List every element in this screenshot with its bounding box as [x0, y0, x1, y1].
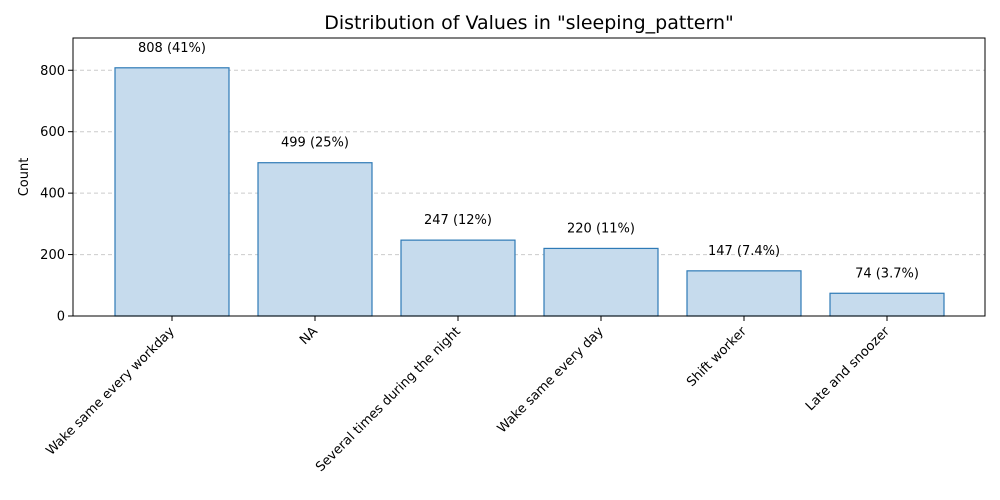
y-tick-label-1: 200 — [40, 248, 65, 263]
y-tick-label-0: 0 — [57, 310, 65, 325]
axis-layer — [68, 37, 986, 321]
x-tick-label-5: Late and snoozer — [803, 324, 893, 414]
data-label-5: 74 (3.7%) — [855, 266, 919, 281]
y-tick-label-3: 600 — [40, 125, 65, 140]
bar-2 — [400, 239, 516, 317]
chart-title: Distribution of Values in "sleeping_patt… — [324, 12, 734, 34]
bar-4 — [686, 270, 802, 317]
x-tick-label-4: Shift worker — [684, 324, 750, 390]
data-label-1: 499 (25%) — [281, 136, 349, 151]
data-label-3: 220 (11%) — [567, 221, 635, 236]
bar-0 — [114, 67, 230, 317]
data-label-0: 808 (41%) — [138, 41, 206, 56]
plot-frame — [72, 37, 986, 317]
y-axis-label: Count — [17, 158, 32, 197]
bar-3 — [543, 247, 659, 317]
x-tick-label-1: NA — [297, 324, 321, 348]
data-label-4: 147 (7.4%) — [708, 244, 780, 259]
y-tick-label-2: 400 — [40, 187, 65, 202]
bar-1 — [257, 162, 373, 317]
bar-layer — [114, 67, 945, 317]
bar-5 — [829, 292, 945, 317]
x-tick-label-3: Wake same every day — [495, 324, 607, 436]
x-tick-label-0: Wake same every workday — [44, 324, 179, 459]
x-tick-label-2: Several times during the night — [313, 324, 464, 475]
data-label-2: 247 (12%) — [424, 213, 492, 228]
y-tick-label-4: 800 — [40, 64, 65, 79]
